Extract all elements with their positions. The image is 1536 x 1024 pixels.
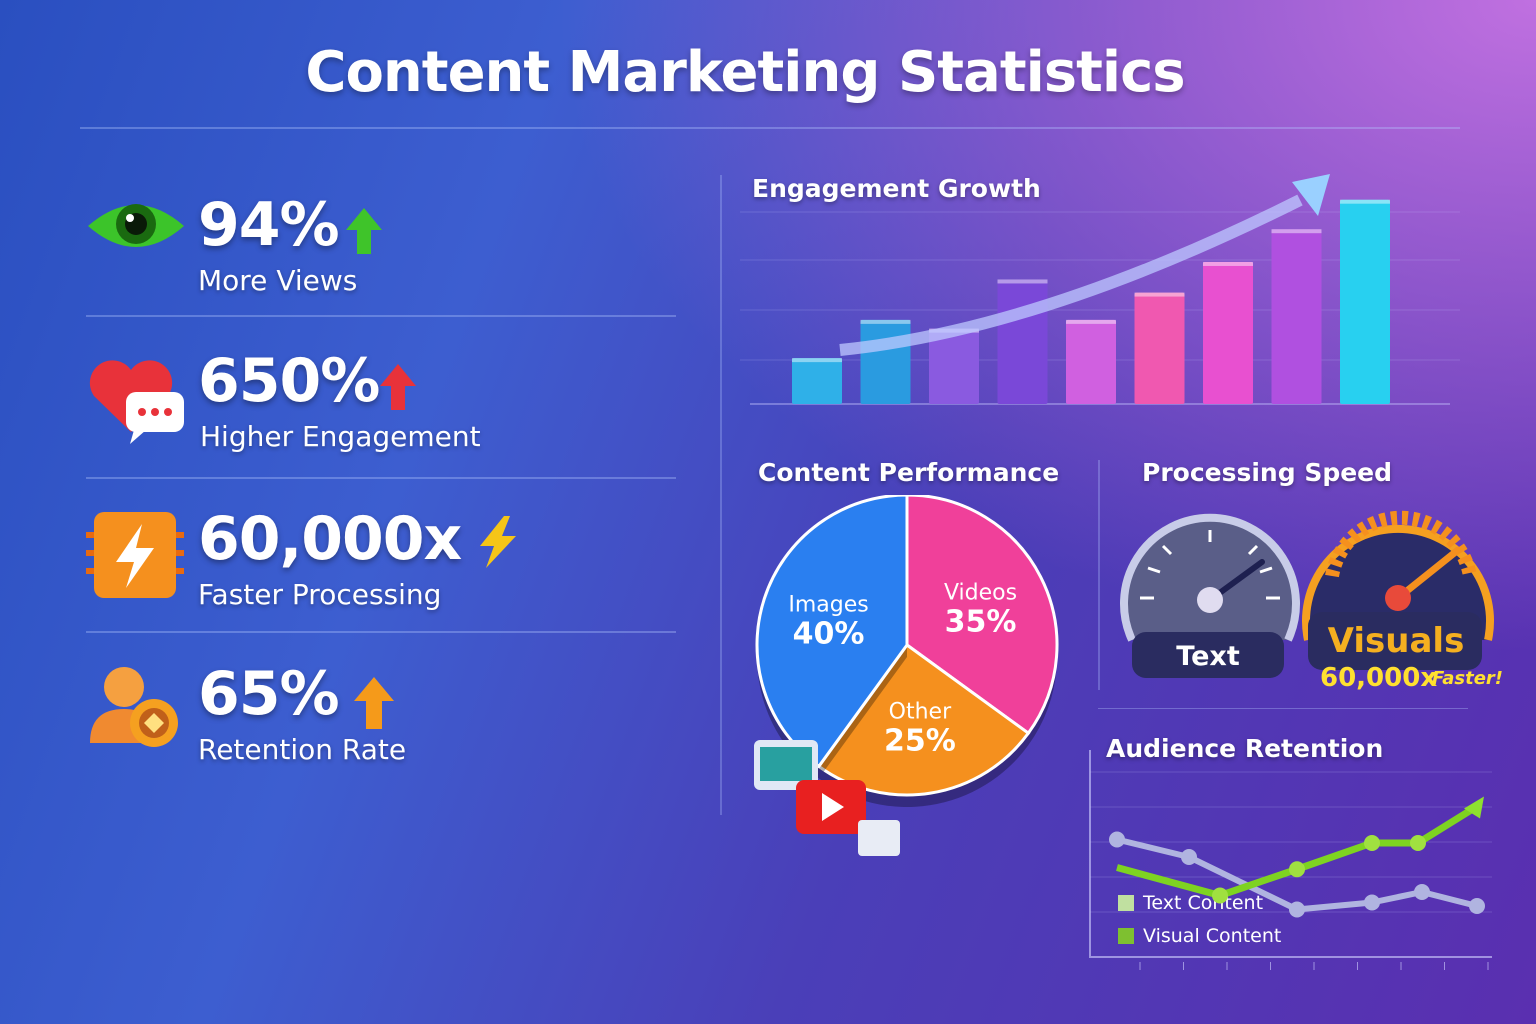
series-line [1116,836,1478,913]
data-point [1181,849,1197,865]
document-icon [858,820,900,856]
divider [86,477,676,479]
arrow-up-icon [346,208,382,254]
arrow-up-icon [354,677,394,729]
bar [1134,292,1185,404]
arrow-up-icon [380,364,416,410]
stat-label: Faster Processing [198,578,442,611]
eye-icon [88,204,184,247]
stat-label: More Views [198,264,358,297]
series-line [1116,801,1482,899]
stat-value: 94% [198,190,340,260]
trend-arrowhead [1292,174,1330,216]
bar [860,319,911,404]
data-point [1289,861,1305,878]
legend-label: Visual Content [1143,925,1281,947]
divider [1098,460,1100,690]
processing-speed-gauges: Text Visuals 60,000x Faster! [1120,510,1503,693]
slice-value: 25% [884,723,956,758]
audience-retention-title: Audience Retention [1106,734,1384,763]
bar-highlight [1340,199,1390,204]
bar [1271,229,1322,404]
engagement-growth-chart [740,174,1460,405]
bar-highlight [997,279,1048,284]
user-badge-icon [90,667,178,747]
stat-label: Higher Engagement [200,420,481,453]
bar [792,358,842,404]
stat-views: 94% More Views [86,190,686,336]
page-title: Content Marketing Statistics [305,40,1185,105]
divider [1098,708,1468,709]
slice-value: 40% [793,617,865,652]
divider [720,175,722,815]
slice-label: Other [889,699,952,724]
gauge-label: Text [1176,641,1240,672]
audience-retention-chart: Text Content Visual Content [1089,750,1492,970]
heart-chat-icon [89,360,184,444]
trend-arrow [839,194,1303,356]
gauge-note-text: Faster! [1432,668,1503,689]
legend-label: Text Content [1142,892,1263,914]
bar-highlight [1066,319,1116,324]
bar-highlight [1271,229,1322,234]
text-gauge: Text [1120,513,1300,678]
data-point [1109,831,1125,848]
divider [86,631,676,633]
divider [80,127,1460,129]
stat-retention: 65% Retention Rate [86,659,686,805]
divider [86,315,676,317]
gauge-note-value: 60,000x [1320,663,1437,693]
data-point [1469,898,1485,914]
bar [1203,261,1253,404]
data-point [1410,835,1426,851]
legend-swatch [1118,895,1134,911]
data-point [1364,835,1380,851]
data-point [1414,884,1430,900]
bar [929,328,979,404]
data-point [1212,887,1228,904]
stat-value: 650% [198,346,380,416]
slice-label: Videos [944,581,1017,606]
bar [1066,319,1116,404]
content-performance-title: Content Performance [758,458,1060,487]
engagement-growth-title: Engagement Growth [752,174,1041,203]
pie-slice [816,642,1031,797]
trend-arrowhead [1464,796,1484,819]
pie-slice [755,495,909,769]
processing-speed-title: Processing Speed [1142,458,1393,487]
stat-value: 65% [198,659,340,729]
lightning-icon [480,516,516,568]
slice-label: Images [788,593,868,618]
data-point [1364,894,1380,911]
bar-highlight [1203,261,1253,266]
slice-value: 35% [945,605,1017,640]
gauge-label: Visuals [1328,621,1465,661]
stat-label: Retention Rate [198,733,407,766]
bar-highlight [792,358,842,363]
bar [1340,199,1390,404]
bar [997,279,1048,404]
visuals-gauge: Visuals 60,000x Faster! [1302,510,1503,693]
pie-slice [905,495,1059,736]
bar-highlight [1134,292,1185,297]
lightning-chip-icon [86,512,184,598]
stat-engagement: 650% Higher Engagement [86,346,686,492]
bar-highlight [860,319,911,324]
legend-swatch [1118,928,1134,944]
data-point [1289,901,1305,918]
stat-processing: 60,000x Faster Processing [86,504,686,650]
stat-value: 60,000x [198,504,462,574]
axis [1089,750,1492,958]
